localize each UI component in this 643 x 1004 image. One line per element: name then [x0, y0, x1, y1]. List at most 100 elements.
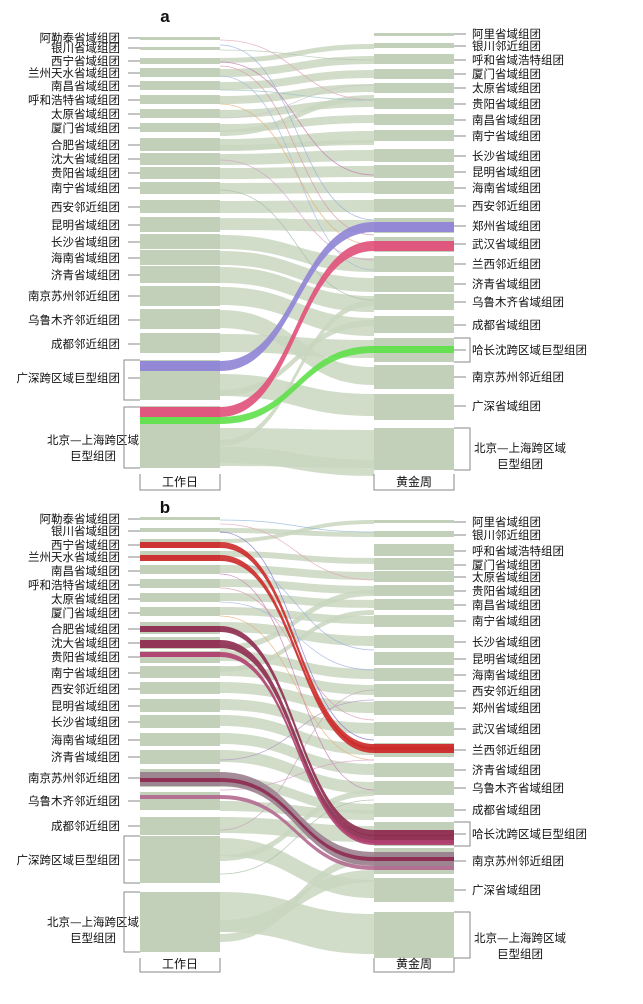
right-node-bar — [374, 684, 454, 697]
right-node-bar — [374, 878, 454, 902]
left-node-bar — [140, 200, 220, 213]
flow-ribbon — [220, 590, 374, 651]
flow-ribbon — [220, 651, 374, 679]
right-node-label: 南宁省域组团 — [472, 129, 541, 143]
panel-letter: a — [160, 7, 170, 26]
left-node-label: 厦门省域组团 — [51, 121, 120, 135]
flow-ribbon — [220, 150, 374, 165]
right-node-bar — [374, 635, 454, 648]
right-node-label: 西安邻近组团 — [472, 199, 541, 213]
highlight-node-left — [140, 626, 220, 632]
flow-ribbon — [220, 320, 374, 396]
right-node-label: 海南省域组团 — [472, 181, 541, 195]
right-node-label: 广深省域组团 — [472, 883, 541, 897]
highlight-flow — [220, 640, 374, 843]
right-node-bar — [374, 571, 454, 582]
flow-thread — [219, 65, 375, 236]
left-node-bracket — [123, 359, 140, 401]
left-node-label: 乌鲁木齐邻近组团 — [28, 794, 120, 808]
left-node-label: 太原省域组团 — [51, 592, 120, 606]
left-node-bracket — [123, 406, 140, 469]
left-node-label: 合肥省域组团 — [51, 138, 120, 152]
right-node-bar — [374, 43, 454, 48]
right-node-label: 北京—上海跨区域 — [474, 441, 566, 455]
right-node-label: 厦门省域组团 — [472, 67, 541, 81]
flow-thread — [219, 49, 375, 61]
left-node-bar — [140, 250, 220, 265]
highlight-node-right — [374, 222, 454, 232]
right-axis-bracket — [373, 474, 455, 491]
left-node-bar — [140, 836, 220, 883]
flow-thread — [219, 44, 375, 221]
right-node-label: 广深省域组团 — [472, 399, 541, 413]
left-node-label: 成都邻近组团 — [51, 819, 120, 833]
left-node-bar — [140, 715, 220, 728]
left-node-label: 南昌省域组团 — [51, 564, 120, 578]
right-node-label: 乌鲁木齐省域组团 — [472, 295, 564, 309]
left-node-label: 阿勒泰省域组团 — [40, 512, 121, 526]
left-node-bar — [140, 81, 220, 90]
left-node-bar — [140, 217, 220, 232]
left-node-label: 北京—上海跨区域 — [47, 433, 139, 447]
right-node-bar — [374, 130, 454, 141]
left-node-bar — [140, 699, 220, 712]
left-node-bar — [140, 733, 220, 746]
highlight-flow — [220, 542, 374, 750]
highlight-node-left — [140, 778, 220, 782]
highlight-node-right — [374, 830, 454, 836]
flow-ribbon — [220, 84, 374, 104]
left-node-bracket — [123, 891, 140, 953]
highlight-flow — [220, 778, 374, 861]
right-node-label: 南昌省域组团 — [472, 598, 541, 612]
flow-ribbon — [220, 218, 374, 232]
left-node-bar — [140, 579, 220, 588]
right-node-label: 南宁省域组团 — [472, 614, 541, 628]
right-node-label: 长沙省域组团 — [472, 635, 541, 649]
right-node-label: 成都省域组团 — [472, 803, 541, 817]
left-node-bar — [140, 58, 220, 64]
right-node-bracket — [454, 911, 471, 959]
left-node-bracket — [123, 835, 140, 884]
flow-thread — [219, 689, 375, 831]
left-node-label: 南京苏州邻近组团 — [28, 289, 120, 303]
right-node-bar — [374, 394, 454, 420]
flow-ribbon — [220, 610, 374, 672]
right-node-label: 哈长沈跨区域巨型组团 — [472, 827, 587, 841]
flow-ribbon — [220, 528, 374, 537]
left-node-label: 广深跨区域巨型组团 — [17, 371, 121, 385]
right-node-bar — [374, 701, 454, 715]
left-node-bar — [140, 109, 220, 118]
right-node-bar — [374, 558, 454, 570]
left-node-label: 呼和浩特省域组团 — [28, 93, 120, 107]
left-node-bar — [140, 153, 220, 165]
highlight-node-right — [374, 866, 454, 870]
flow-ribbon — [220, 56, 374, 77]
left-node-bar — [140, 182, 220, 194]
highlight-node-right — [374, 346, 454, 353]
flow-ribbon — [220, 300, 374, 446]
left-node-bar — [140, 286, 220, 306]
right-node-bar — [374, 294, 454, 310]
flow-thread — [219, 573, 375, 791]
right-node-label: 厦门省域组团 — [472, 558, 541, 572]
right-node-label: 巨型组团 — [497, 947, 543, 961]
right-node-label: 太原省域组团 — [472, 570, 541, 584]
right-node-bar — [374, 781, 454, 795]
right-node-label: 银川邻近组团 — [472, 528, 541, 542]
highlight-node-left — [140, 542, 220, 548]
right-node-bracket — [454, 337, 471, 363]
right-node-label: 昆明省域组团 — [472, 652, 541, 666]
right-node-label: 昆明省域组团 — [472, 165, 541, 179]
left-node-bar — [140, 892, 220, 952]
flow-thread — [219, 61, 375, 176]
right-node-label: 南京苏州邻近组团 — [472, 854, 564, 868]
highlight-node-left — [140, 795, 220, 799]
highlight-node-left — [140, 640, 220, 648]
right-node-bar — [374, 722, 454, 736]
right-node-label: 郑州省域组团 — [472, 219, 541, 233]
flow-thread — [219, 84, 375, 119]
left-axis-bracket — [139, 958, 221, 973]
highlight-flow — [220, 626, 374, 836]
right-axis-bracket — [373, 958, 455, 973]
right-node-bar — [374, 149, 454, 162]
